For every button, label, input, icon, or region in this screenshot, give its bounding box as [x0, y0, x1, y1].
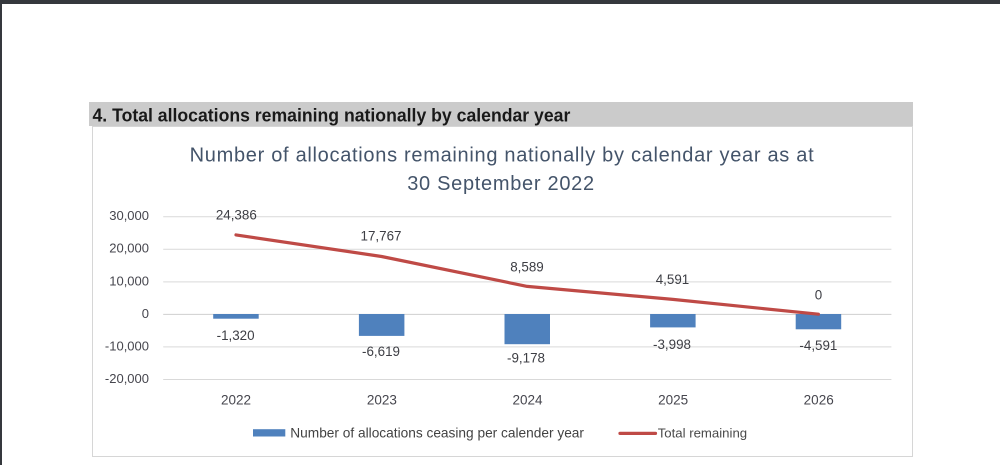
svg-text:30 September 2022: 30 September 2022	[407, 173, 595, 195]
svg-text:10,000: 10,000	[109, 273, 149, 288]
svg-text:-1,320: -1,320	[217, 328, 255, 343]
svg-text:2022: 2022	[221, 392, 251, 407]
svg-text:-9,178: -9,178	[507, 351, 545, 366]
svg-text:Number of allocations remainin: Number of allocations remaining national…	[190, 145, 815, 167]
svg-text:-10,000: -10,000	[105, 338, 149, 353]
svg-text:24,386: 24,386	[216, 208, 257, 223]
svg-text:0: 0	[142, 306, 149, 321]
svg-text:2024: 2024	[512, 392, 543, 407]
svg-text:Number of allocations ceasing: Number of allocations ceasing per calend…	[290, 425, 584, 440]
svg-text:-6,619: -6,619	[362, 344, 400, 359]
svg-text:4,591: 4,591	[656, 272, 690, 287]
svg-text:0: 0	[815, 288, 822, 303]
svg-text:2023: 2023	[367, 392, 397, 407]
svg-text:20,000: 20,000	[109, 241, 149, 256]
svg-text:Total remaining: Total remaining	[658, 426, 747, 441]
svg-text:4. Total allocations remaining: 4. Total allocations remaining nationall…	[93, 105, 571, 125]
svg-text:2025: 2025	[658, 392, 688, 407]
svg-text:30,000: 30,000	[109, 208, 149, 223]
svg-text:-3,998: -3,998	[653, 337, 691, 352]
svg-text:-20,000: -20,000	[105, 371, 149, 386]
svg-text:-4,591: -4,591	[799, 338, 837, 353]
svg-text:17,767: 17,767	[361, 228, 402, 243]
svg-text:8,589: 8,589	[510, 260, 544, 275]
svg-text:2026: 2026	[804, 392, 834, 407]
